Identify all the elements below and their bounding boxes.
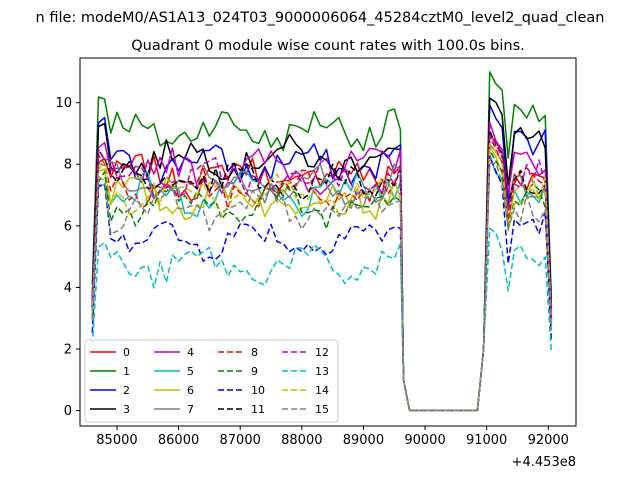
x-tick-label: 88000 [281,433,322,448]
legend-label-12: 12 [315,346,329,359]
x-tick-label: 87000 [220,433,261,448]
legend-label-0: 0 [123,346,130,359]
series-layer [91,71,553,412]
y-tick-label: 8 [64,158,72,173]
legend-label-13: 13 [315,365,329,378]
chart-title: Quadrant 0 module wise count rates with … [131,38,525,54]
x-axis: 85000 86000 87000 88000 89000 90000 91000 92000 [96,426,569,448]
series-line-15 [91,162,553,412]
legend-label-3: 3 [123,403,130,416]
x-tick-label: 86000 [158,433,199,448]
legend-label-7: 7 [187,403,194,416]
legend-label-4: 4 [187,346,194,359]
legend-label-5: 5 [187,365,194,378]
x-axis-offset-label: +4.453e8 [512,455,576,470]
legend-label-1: 1 [123,365,130,378]
x-tick-label: 89000 [343,433,384,448]
plot-frame [79,57,577,427]
y-tick-label: 0 [64,404,72,419]
legend-label-10: 10 [251,384,265,397]
legend-frame [84,339,339,423]
x-tick-label: 91000 [466,433,507,448]
figure-suptitle: n file: modeM0/AS1A13_024T03_9000006064_… [36,10,605,26]
legend-label-14: 14 [315,384,329,397]
legend-label-2: 2 [123,384,130,397]
series-line-10 [91,155,553,412]
legend-label-11: 11 [251,403,265,416]
y-tick-label: 2 [64,343,72,358]
legend-label-9: 9 [251,365,258,378]
x-tick-label: 85000 [96,433,137,448]
y-tick-label: 10 [55,96,72,111]
y-tick-label: 6 [64,219,72,234]
legend-label-6: 6 [187,384,194,397]
legend-label-15: 15 [315,403,329,416]
legend-label-8: 8 [251,346,258,359]
y-tick-label: 4 [64,281,72,296]
x-tick-label: 90000 [404,433,445,448]
x-tick-label: 92000 [528,433,569,448]
y-axis: 0 2 4 6 8 10 [55,96,80,419]
